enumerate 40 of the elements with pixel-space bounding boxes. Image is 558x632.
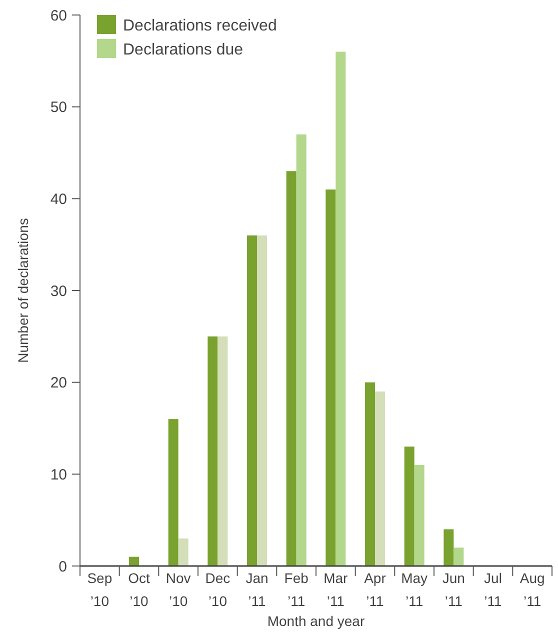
bar — [365, 382, 375, 566]
x-tick-label: Jun ’11 — [442, 570, 465, 609]
bar — [129, 556, 139, 566]
y-tick-label: 40 — [50, 190, 67, 208]
x-tick-label: Feb ’11 — [284, 570, 309, 609]
x-tick-label: Nov ’10 — [166, 570, 191, 609]
x-tick-label: Jul ’11 — [484, 570, 502, 609]
bar — [168, 419, 178, 566]
x-tick-label: Dec ’10 — [205, 570, 230, 609]
y-tick-label: 50 — [50, 99, 67, 116]
bar — [404, 446, 414, 566]
y-axis-title: Number of declarations — [15, 218, 31, 363]
bar — [375, 392, 385, 566]
y-tick-label: 20 — [50, 374, 67, 392]
legend-label: Declarations due — [123, 42, 244, 59]
bar — [286, 171, 296, 566]
x-axis-title: Month and year — [267, 613, 365, 629]
y-tick-label: 0 — [58, 558, 67, 576]
x-tick-label: Oct ’10 — [128, 570, 150, 609]
x-tick-label: Aug ’11 — [520, 570, 545, 609]
y-tick-label: 30 — [50, 282, 67, 300]
legend-label: Declarations received — [123, 18, 277, 35]
bar — [326, 189, 336, 566]
bar — [178, 538, 188, 566]
x-tick-label: Jan ’11 — [246, 570, 268, 609]
bar — [247, 235, 257, 566]
bar — [218, 336, 228, 566]
bar — [336, 52, 346, 566]
bar — [444, 529, 454, 566]
y-tick-label: 60 — [50, 7, 67, 24]
bar — [208, 336, 218, 566]
bar — [257, 235, 267, 566]
bar — [454, 548, 464, 566]
x-tick-label: Apr ’11 — [364, 570, 386, 609]
bar — [414, 464, 424, 566]
x-tick-label: Sep ’10 — [87, 570, 112, 609]
y-tick-label: 10 — [50, 466, 67, 484]
x-tick-label: Mar ’11 — [324, 570, 348, 609]
bar — [296, 134, 306, 566]
x-tick-label: May ’11 — [401, 570, 428, 609]
